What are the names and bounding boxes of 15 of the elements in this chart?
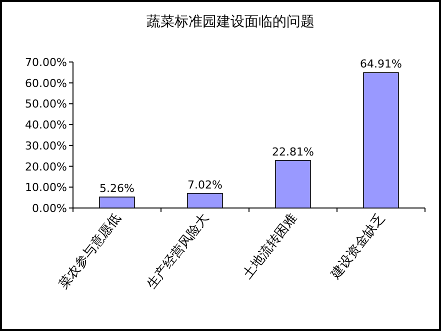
x-tick-label: 建设资金缺乏 — [328, 211, 388, 283]
y-tick-label: 10.00% — [25, 181, 67, 194]
y-tick-label: 70.00% — [25, 56, 67, 69]
data-label: 64.91% — [360, 58, 402, 71]
data-label: 5.26% — [100, 182, 134, 196]
data-label: 7.02% — [188, 178, 222, 192]
chart-title: 蔬菜标准园建设面临的问题 — [146, 14, 314, 30]
x-tick-label: 生产经营风险大 — [144, 211, 212, 292]
data-label: 22.81% — [272, 145, 314, 158]
y-tick-label: 60.00% — [25, 76, 67, 90]
y-tick-label: 50.00% — [25, 98, 67, 111]
y-tick-label: 30.00% — [25, 139, 67, 152]
y-tick-label: 20.00% — [25, 160, 67, 174]
y-tick-label: 40.00% — [25, 118, 67, 132]
x-tick-label: 土地流转困难 — [240, 210, 300, 282]
